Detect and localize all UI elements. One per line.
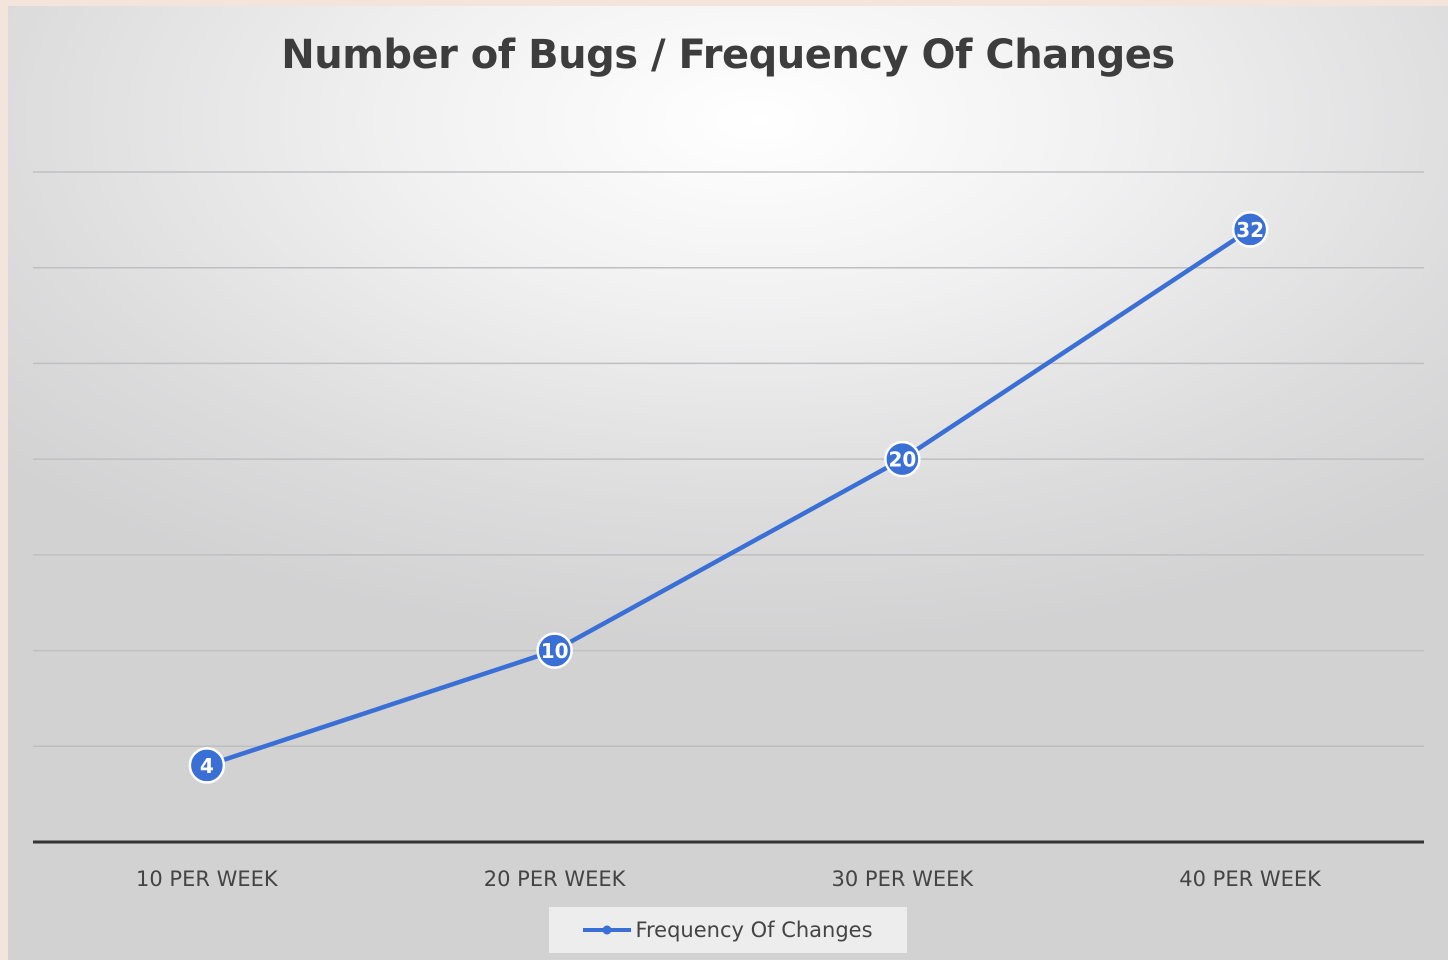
legend: Frequency Of Changes (549, 907, 907, 953)
data-label: 20 (888, 448, 916, 472)
data-point (188, 747, 226, 784)
x-tick-label: 10 PER WEEK (136, 867, 279, 891)
data-point (536, 632, 573, 669)
legend-label: Frequency Of Changes (635, 918, 873, 942)
x-tick-label: 20 PER WEEK (484, 867, 627, 891)
chart-title: Number of Bugs / Frequency Of Changes (281, 32, 1175, 78)
x-tick-label: 30 PER WEEK (832, 867, 975, 891)
data-label: 4 (200, 754, 214, 778)
data-label: 32 (1236, 218, 1264, 242)
chart-frame: Number of Bugs / Frequency Of Changes 10… (8, 6, 1448, 960)
legend-line-marker (583, 925, 632, 935)
data-point (1231, 211, 1269, 248)
plot-area: 10 PER WEEK 20 PER WEEK 30 PER WEEK 40 PER … (33, 171, 1424, 891)
data-point (884, 440, 921, 478)
series-line (206, 227, 1252, 768)
x-tick-label: 40 PER WEEK (1179, 867, 1322, 891)
data-label: 10 (541, 639, 569, 663)
